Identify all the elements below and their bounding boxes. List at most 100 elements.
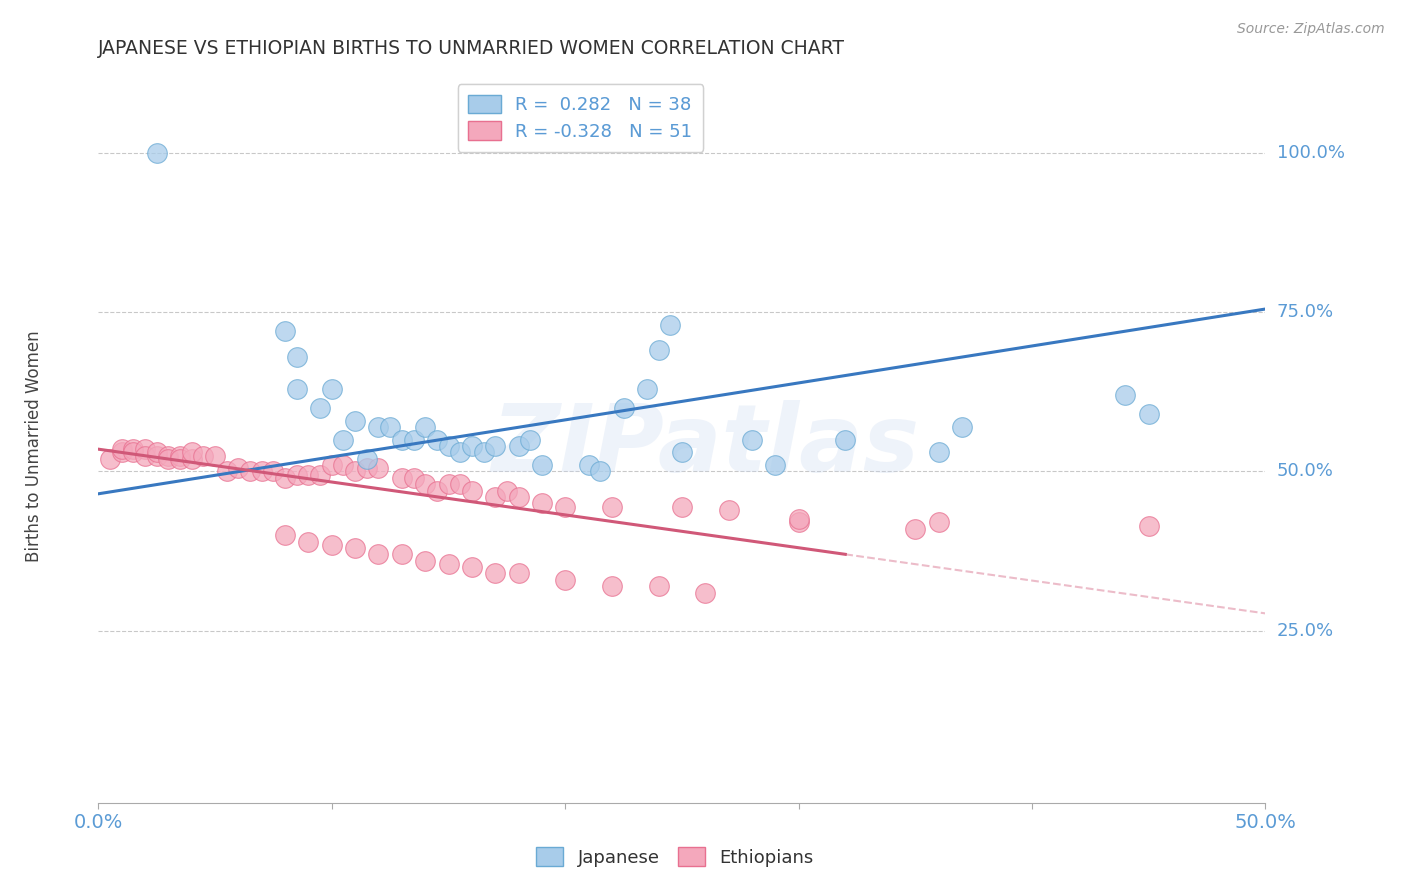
Point (461, 560, 484, 574)
Point (297, 467, 319, 482)
Point (157, 449, 180, 463)
Point (134, 449, 156, 463)
Point (647, 579, 669, 593)
Legend: R =  0.282   N = 38, R = -0.328   N = 51: R = 0.282 N = 38, R = -0.328 N = 51 (457, 84, 703, 152)
Point (193, 449, 215, 463)
Text: Births to Unmarried Women: Births to Unmarried Women (25, 330, 44, 562)
Point (402, 471, 425, 485)
Point (169, 451, 191, 466)
Point (647, 343, 669, 358)
Point (146, 449, 169, 463)
Point (461, 439, 484, 453)
Point (530, 496, 553, 510)
Point (344, 465, 367, 479)
Point (321, 538, 343, 552)
Point (146, 145, 169, 160)
Point (461, 483, 484, 498)
Legend: Japanese, Ethiopians: Japanese, Ethiopians (529, 840, 821, 874)
Point (367, 461, 389, 475)
Point (356, 451, 378, 466)
Point (378, 420, 402, 434)
Point (274, 528, 297, 542)
Point (554, 573, 576, 587)
Point (495, 483, 517, 498)
Point (391, 433, 413, 447)
Point (285, 350, 308, 364)
Point (309, 467, 332, 482)
Point (402, 433, 425, 447)
Point (600, 500, 623, 514)
Point (122, 442, 145, 457)
Point (928, 516, 950, 530)
Point (413, 554, 436, 568)
Point (928, 445, 950, 459)
Point (285, 467, 308, 482)
Point (111, 442, 134, 457)
Point (215, 465, 238, 479)
Point (437, 557, 460, 571)
Point (204, 449, 226, 463)
Point (449, 477, 471, 491)
Point (763, 458, 786, 472)
Text: JAPANESE VS ETHIOPIAN BIRTHS TO UNMARRIED WOMEN CORRELATION CHART: JAPANESE VS ETHIOPIAN BIRTHS TO UNMARRIE… (98, 39, 845, 58)
Point (671, 445, 693, 459)
Point (437, 439, 460, 453)
Point (146, 445, 169, 459)
Point (695, 585, 717, 599)
Point (612, 401, 634, 415)
Point (554, 500, 576, 514)
Point (356, 461, 378, 475)
Point (391, 547, 413, 561)
Point (787, 512, 810, 526)
Point (519, 433, 541, 447)
Point (169, 449, 191, 463)
Text: 50.0%: 50.0% (1277, 462, 1333, 481)
Point (111, 445, 134, 459)
Point (250, 465, 273, 479)
Point (787, 516, 810, 530)
Point (413, 477, 436, 491)
Point (122, 445, 145, 459)
Point (285, 382, 308, 396)
Point (578, 458, 600, 472)
Point (530, 458, 553, 472)
Point (1114, 388, 1136, 402)
Point (1137, 518, 1160, 533)
Point (274, 324, 297, 338)
Text: 100.0%: 100.0% (1277, 144, 1344, 162)
Text: ZIPatlas: ZIPatlas (491, 400, 920, 492)
Point (659, 318, 682, 332)
Point (834, 433, 856, 447)
Point (484, 566, 506, 581)
Point (484, 439, 506, 453)
Point (262, 465, 284, 479)
Point (367, 420, 389, 434)
Point (508, 439, 530, 453)
Point (344, 413, 367, 427)
Point (1137, 407, 1160, 421)
Point (437, 477, 460, 491)
Point (741, 433, 763, 447)
Point (449, 445, 471, 459)
Point (367, 547, 389, 561)
Point (157, 451, 180, 466)
Point (426, 483, 449, 498)
Text: 25.0%: 25.0% (1277, 622, 1334, 640)
Point (344, 541, 367, 555)
Point (180, 445, 202, 459)
Point (180, 451, 202, 466)
Point (391, 471, 413, 485)
Point (508, 490, 530, 504)
Point (321, 458, 343, 472)
Point (426, 433, 449, 447)
Point (332, 458, 354, 472)
Point (636, 382, 658, 396)
Point (321, 382, 343, 396)
Point (332, 433, 354, 447)
Point (950, 420, 973, 434)
Point (413, 420, 436, 434)
Point (671, 500, 693, 514)
Point (904, 522, 927, 536)
Point (717, 502, 740, 516)
Point (98, 451, 121, 466)
